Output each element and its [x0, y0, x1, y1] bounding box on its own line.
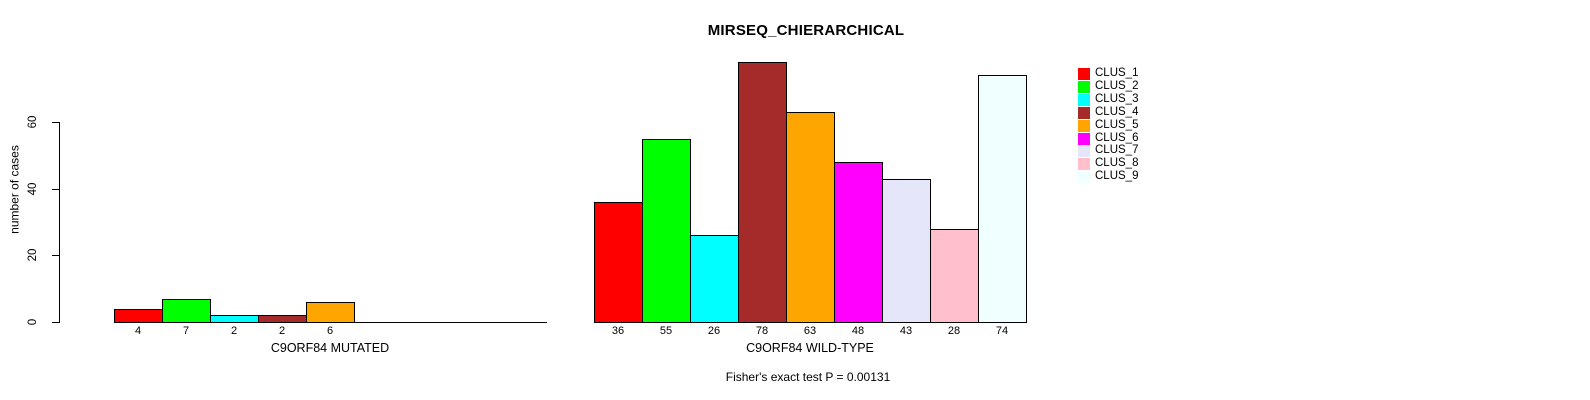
- bar-value-label: 28: [947, 325, 961, 337]
- legend-swatch: [1078, 132, 1090, 145]
- bar-value-label: 7: [182, 325, 190, 337]
- bar-clus_8: [930, 229, 979, 323]
- legend-swatch: [1078, 93, 1090, 106]
- chart-title: MIRSEQ_CHIERARCHICAL: [707, 22, 905, 39]
- legend-swatch: [1078, 106, 1090, 119]
- y-axis-tick-label: 0: [27, 318, 39, 326]
- bar-value-label: 55: [659, 325, 673, 337]
- bar-value-label: 63: [803, 325, 817, 337]
- bar-clus_4: [258, 315, 307, 323]
- legend-item: CLUS_8: [1078, 157, 1138, 170]
- bar-clus_5: [306, 302, 355, 323]
- legend-item: CLUS_1: [1078, 67, 1138, 80]
- legend-label: CLUS_4: [1095, 106, 1139, 118]
- legend-label: CLUS_5: [1095, 119, 1139, 131]
- y-axis-tick-label: 20: [27, 248, 39, 262]
- bar-value-label: 2: [278, 325, 286, 337]
- legend-item: CLUS_5: [1078, 119, 1138, 132]
- y-axis-line: [59, 122, 60, 323]
- legend-swatch: [1078, 80, 1090, 93]
- bar-clus_4: [738, 62, 787, 323]
- bar-clus_3: [210, 315, 259, 323]
- legend-item: CLUS_6: [1078, 132, 1138, 145]
- legend-label: CLUS_9: [1095, 170, 1139, 182]
- x-axis-label-mutated: C9ORF84 MUTATED: [270, 341, 390, 355]
- y-axis-tick: [52, 255, 59, 256]
- legend-swatch: [1078, 67, 1090, 80]
- legend-label: CLUS_6: [1095, 132, 1139, 144]
- y-axis-title: number of cases: [7, 145, 21, 234]
- bar-value-label: 6: [326, 325, 334, 337]
- legend-item: CLUS_7: [1078, 144, 1138, 157]
- legend-label: CLUS_3: [1095, 93, 1139, 105]
- legend-label: CLUS_8: [1095, 157, 1139, 169]
- legend-label: CLUS_1: [1095, 67, 1139, 79]
- legend-item: CLUS_2: [1078, 80, 1138, 93]
- legend-item: CLUS_3: [1078, 93, 1138, 106]
- legend-swatch: [1078, 119, 1090, 132]
- y-axis-tick-label: 60: [27, 115, 39, 129]
- bar-clus_2: [162, 299, 211, 323]
- fisher-test-footnote: Fisher's exact test P = 0.00131: [725, 370, 891, 384]
- bar-clus_7: [882, 179, 931, 323]
- y-axis-tick: [52, 189, 59, 190]
- bar-clus_9: [978, 75, 1027, 323]
- bar-value-label: 2: [230, 325, 238, 337]
- legend-swatch: [1078, 144, 1090, 157]
- legend-item: CLUS_9: [1078, 170, 1138, 183]
- y-axis-tick: [52, 322, 59, 323]
- bar-value-label: 26: [707, 325, 721, 337]
- bar-clus_3: [690, 235, 739, 323]
- legend-item: CLUS_4: [1078, 106, 1138, 119]
- bar-clus_6: [834, 162, 883, 323]
- bar-value-label: 36: [611, 325, 625, 337]
- y-axis-tick-label: 40: [27, 182, 39, 196]
- y-axis-tick: [52, 122, 59, 123]
- bar-clus_1: [594, 202, 643, 323]
- legend-swatch: [1078, 170, 1090, 183]
- legend-swatch: [1078, 157, 1090, 170]
- x-axis-label-wildtype: C9ORF84 WILD-TYPE: [746, 341, 874, 355]
- bar-value-label: 43: [899, 325, 913, 337]
- bar-value-label: 74: [995, 325, 1009, 337]
- legend-label: CLUS_2: [1095, 80, 1139, 92]
- bar-clus_5: [786, 112, 835, 323]
- bar-value-label: 4: [134, 325, 142, 337]
- bar-clus_1: [114, 309, 163, 323]
- bar-clus_2: [642, 139, 691, 323]
- bar-value-label: 48: [851, 325, 865, 337]
- bar-value-label: 78: [755, 325, 769, 337]
- legend-label: CLUS_7: [1095, 144, 1139, 156]
